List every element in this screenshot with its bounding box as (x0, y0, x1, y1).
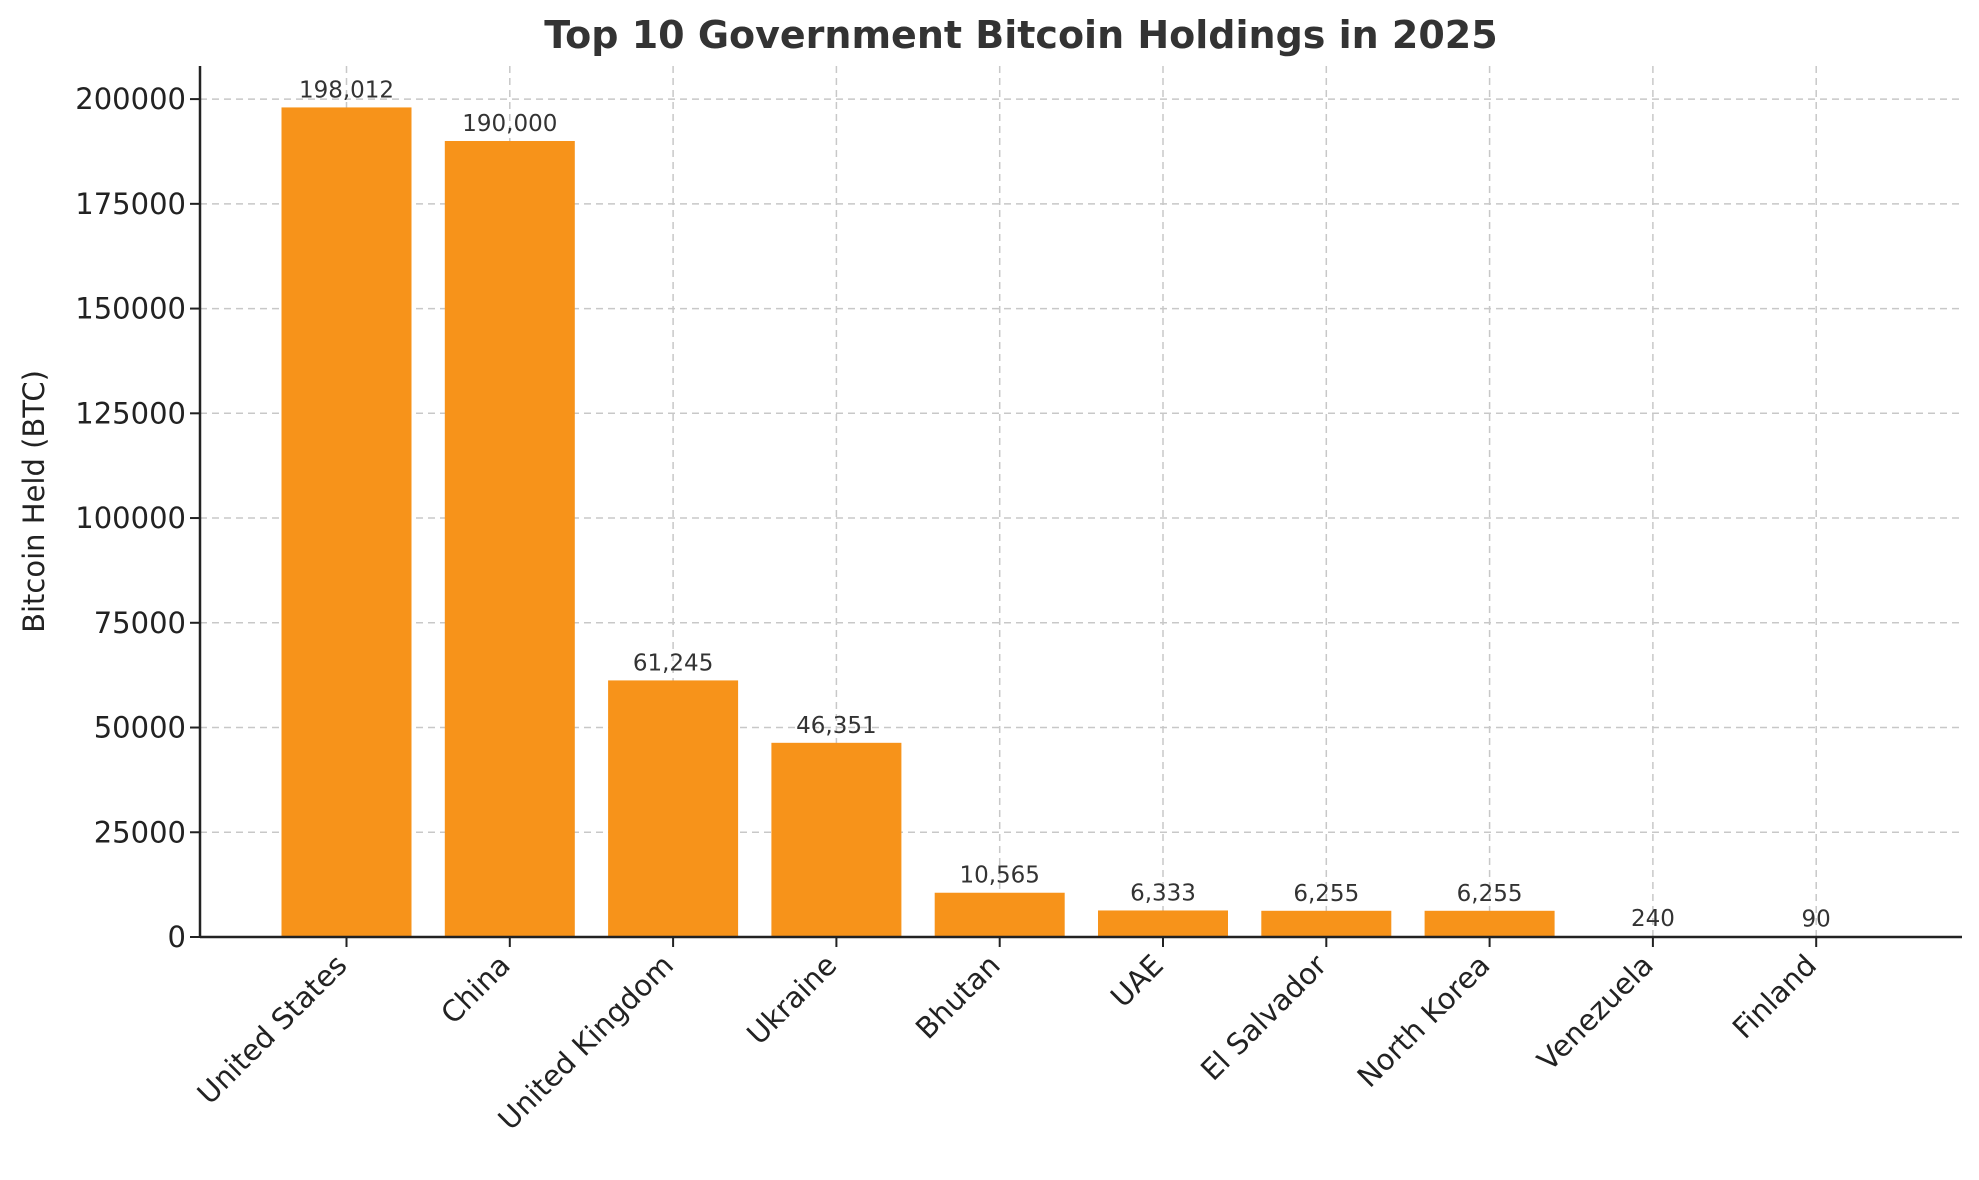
y-axis-title: Bitcoin Held (BTC) (17, 370, 51, 633)
data-labels: 198,012 190,000 61,245 46,351 10,565 6,333 6,2… (299, 77, 1831, 932)
x-tick-label: United States (191, 948, 354, 1111)
bar (771, 742, 902, 937)
bar-value-label: 6,333 (1130, 880, 1196, 906)
x-tick-label: United Kingdom (491, 948, 680, 1137)
bar-value-label: 10,565 (959, 863, 1039, 889)
x-tick-label: El Salvador (1194, 948, 1333, 1087)
bar-value-label: 46,351 (796, 713, 876, 739)
x-tick-label: Bhutan (909, 948, 1007, 1046)
y-tick-label: 0 (168, 920, 186, 954)
bar (1261, 910, 1392, 937)
bar (608, 680, 739, 937)
x-tick-label: North Korea (1350, 948, 1496, 1094)
bar (444, 140, 575, 937)
y-tick-label: 125000 (75, 396, 186, 430)
y-tick-label: 25000 (94, 815, 186, 849)
y-tick-label: 200000 (75, 82, 186, 116)
bar-value-label: 198,012 (299, 77, 394, 103)
x-tick-label: China (434, 948, 517, 1031)
bar (934, 892, 1065, 937)
bar (1424, 910, 1555, 937)
bar-value-label: 90 (1802, 907, 1831, 933)
chart-title: Top 10 Government Bitcoin Holdings in 20… (544, 13, 1497, 57)
y-ticks: 0 25000 50000 75000 100000 125000 150000 175000… (75, 82, 200, 954)
y-tick-label: 50000 (94, 711, 186, 745)
y-tick-label: 75000 (94, 606, 186, 640)
y-tick-label: 175000 (75, 187, 186, 221)
bar-value-label: 240 (1631, 906, 1675, 932)
x-tick-label: Finland (1726, 948, 1823, 1045)
y-tick-label: 150000 (75, 292, 186, 326)
bar-value-label: 61,245 (633, 650, 713, 676)
y-tick-label: 100000 (75, 501, 186, 535)
bar-value-label: 6,255 (1457, 881, 1523, 907)
bar-value-label: 190,000 (462, 111, 557, 137)
x-tick-label: Venezuela (1530, 948, 1659, 1077)
bar (1098, 910, 1228, 937)
bar (281, 107, 412, 938)
x-tick-label: Ukraine (740, 948, 843, 1051)
bar-value-label: 6,255 (1293, 881, 1359, 907)
axes (198, 66, 1962, 939)
x-tick-label: UAE (1104, 948, 1170, 1014)
bars (281, 107, 1882, 938)
